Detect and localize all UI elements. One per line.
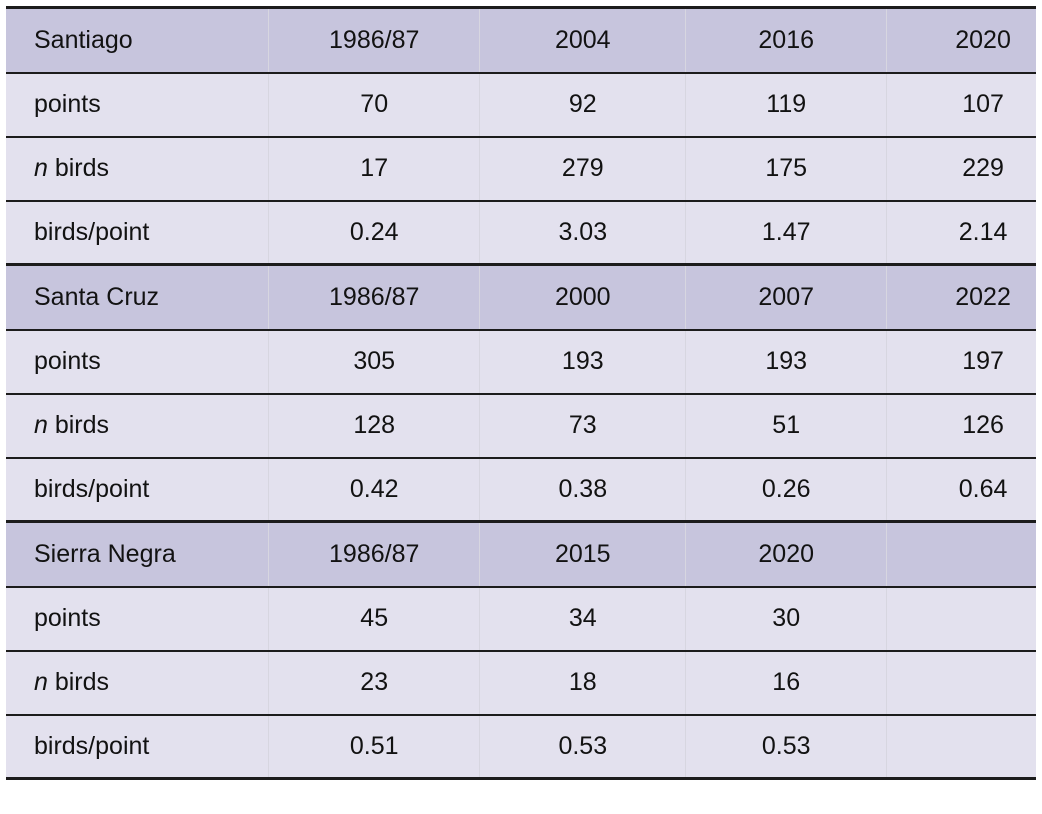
metric-label-text: points	[34, 347, 101, 375]
cell-value-empty	[886, 650, 1036, 716]
metric-label-text: points	[34, 604, 101, 632]
cell-value: 3.03	[479, 200, 686, 266]
metric-label-text: birds	[47, 154, 110, 182]
table-container: Santiago 1986/87 2004 2016 2020 points 7…	[6, 6, 1036, 780]
year-header: 1986/87	[268, 263, 480, 331]
cell-value: 175	[685, 136, 887, 202]
cell-value: 70	[268, 72, 480, 138]
year-header: 2000	[479, 263, 686, 331]
cell-value-empty	[886, 714, 1036, 780]
section-header-row-santiago: Santiago 1986/87 2004 2016 2020	[6, 6, 1036, 74]
cell-value: 0.64	[886, 457, 1036, 523]
cell-value: 92	[479, 72, 686, 138]
section-title: Santa Cruz	[6, 263, 269, 331]
cell-value: 128	[268, 393, 480, 459]
cell-value: 16	[685, 650, 887, 716]
year-header: 1986/87	[268, 520, 480, 588]
metric-label: n birds	[6, 650, 269, 716]
cell-value: 1.47	[685, 200, 887, 266]
year-header: 2007	[685, 263, 887, 331]
cell-value: 0.42	[268, 457, 480, 523]
metric-label: points	[6, 329, 269, 395]
cell-value: 193	[479, 329, 686, 395]
metric-label: points	[6, 72, 269, 138]
year-header: 2016	[685, 6, 887, 74]
cell-value: 73	[479, 393, 686, 459]
table-row-n-birds: n birds 128 73 51 126	[6, 393, 1036, 459]
table-row-birds-per-point: birds/point 0.24 3.03 1.47 2.14	[6, 200, 1036, 266]
metric-label: birds/point	[6, 200, 269, 266]
table-row-birds-per-point: birds/point 0.51 0.53 0.53	[6, 714, 1036, 780]
table-row-birds-per-point: birds/point 0.42 0.38 0.26 0.64	[6, 457, 1036, 523]
cell-value: 34	[479, 586, 686, 652]
metric-label-text: birds	[47, 411, 110, 439]
cell-value: 0.51	[268, 714, 480, 780]
table-row-n-birds: n birds 23 18 16	[6, 650, 1036, 716]
cell-value: 17	[268, 136, 480, 202]
metric-label-text: birds/point	[34, 731, 150, 760]
cell-value: 126	[886, 393, 1036, 459]
cell-value: 0.26	[685, 457, 887, 523]
year-header: 2015	[479, 520, 686, 588]
section-header-row-santa-cruz: Santa Cruz 1986/87 2000 2007 2022	[6, 263, 1036, 331]
section-title: Santiago	[6, 6, 269, 74]
cell-value: 229	[886, 136, 1036, 202]
year-header: 2004	[479, 6, 686, 74]
metric-label-text: birds	[47, 668, 110, 696]
year-header: 2020	[886, 6, 1036, 74]
year-header-empty	[886, 520, 1036, 588]
cell-value: 0.53	[685, 714, 887, 780]
cell-value-empty	[886, 586, 1036, 652]
cell-value: 30	[685, 586, 887, 652]
metric-label-text: points	[34, 90, 101, 118]
metric-label-text: birds/point	[34, 217, 150, 246]
cell-value: 119	[685, 72, 887, 138]
year-header: 2020	[685, 520, 887, 588]
metric-label: points	[6, 586, 269, 652]
cell-value: 305	[268, 329, 480, 395]
table-row-n-birds: n birds 17 279 175 229	[6, 136, 1036, 202]
cell-value: 0.24	[268, 200, 480, 266]
metric-label: birds/point	[6, 714, 269, 780]
metric-label-text: birds/point	[34, 474, 150, 503]
cell-value: 0.38	[479, 457, 686, 523]
metric-label: birds/point	[6, 457, 269, 523]
cell-value: 23	[268, 650, 480, 716]
cell-value: 2.14	[886, 200, 1036, 266]
section-header-row-sierra-negra: Sierra Negra 1986/87 2015 2020	[6, 520, 1036, 588]
metric-label: n birds	[6, 136, 269, 202]
metric-label-italic: n	[34, 154, 48, 182]
cell-value: 197	[886, 329, 1036, 395]
cell-value: 51	[685, 393, 887, 459]
cell-value: 107	[886, 72, 1036, 138]
table-row-points: points 45 34 30	[6, 586, 1036, 652]
cell-value: 45	[268, 586, 480, 652]
year-header: 1986/87	[268, 6, 480, 74]
bird-survey-table: Santiago 1986/87 2004 2016 2020 points 7…	[6, 6, 1036, 780]
year-header: 2022	[886, 263, 1036, 331]
cell-value: 18	[479, 650, 686, 716]
metric-label-italic: n	[34, 411, 48, 439]
cell-value: 193	[685, 329, 887, 395]
table-row-points: points 305 193 193 197	[6, 329, 1036, 395]
cell-value: 279	[479, 136, 686, 202]
metric-label: n birds	[6, 393, 269, 459]
metric-label-italic: n	[34, 668, 48, 696]
cell-value: 0.53	[479, 714, 686, 780]
section-title: Sierra Negra	[6, 520, 269, 588]
table-row-points: points 70 92 119 107	[6, 72, 1036, 138]
